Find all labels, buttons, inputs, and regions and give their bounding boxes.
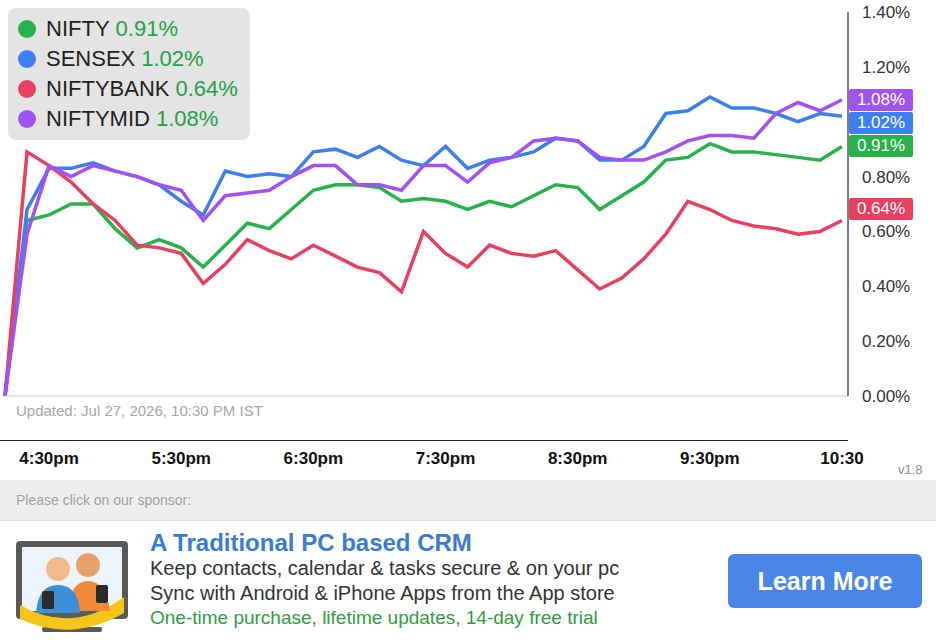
svg-text:0.20%: 0.20% — [862, 332, 910, 351]
svg-text:6:30pm: 6:30pm — [284, 449, 344, 468]
svg-text:0.40%: 0.40% — [862, 277, 910, 296]
html-text:A Traditional PC based CRM: A Traditional PC based CRM — [150, 529, 472, 556]
html-text:SENSEX 1.02%: SENSEX 1.02% — [46, 46, 204, 71]
html-text:v1.8: v1.8 — [898, 462, 923, 477]
html-text:NIFTYBANK 0.64%: NIFTYBANK 0.64% — [46, 76, 238, 101]
svg-text:1.40%: 1.40% — [862, 3, 910, 22]
html-text:0.91%: 0.91% — [856, 136, 906, 156]
html-text:NIFTYMID 1.08%: NIFTYMID 1.08% — [46, 106, 219, 131]
html-text:0.64%: 0.64% — [856, 199, 906, 219]
html-text:1.08%: 1.08% — [856, 89, 906, 109]
svg-text:4:30pm: 4:30pm — [19, 449, 79, 468]
svg-text:0.80%: 0.80% — [862, 168, 910, 187]
html-text:Keep contacts, calendar & task: Keep contacts, calendar & tasks secure &… — [150, 557, 620, 579]
html-text:Please click on our sponsor:: Please click on our sponsor: — [16, 492, 192, 508]
svg-text:0.60%: 0.60% — [862, 222, 910, 241]
html-text:One-time purchase, lifetime up: One-time purchase, lifetime updates, 14-… — [150, 607, 598, 628]
svg-text:7:30pm: 7:30pm — [416, 449, 476, 468]
svg-text:10:30: 10:30 — [820, 449, 863, 468]
html-text:Updated: Jul 27, 2026, 10:30 P: Updated: Jul 27, 2026, 10:30 PM IST — [16, 402, 263, 419]
html-text:1.02%: 1.02% — [856, 113, 906, 133]
svg-text:9:30pm: 9:30pm — [680, 449, 740, 468]
html-text:Learn More: Learn More — [757, 567, 893, 595]
html-text:Sync with Android & iPhone App: Sync with Android & iPhone Apps from the… — [150, 582, 615, 604]
svg-text:8:30pm: 8:30pm — [548, 449, 608, 468]
html-text:NIFTY 0.91%: NIFTY 0.91% — [46, 16, 178, 41]
svg-text:0.00%: 0.00% — [862, 387, 910, 406]
svg-text:5:30pm: 5:30pm — [151, 449, 211, 468]
svg-text:1.20%: 1.20% — [862, 58, 910, 77]
